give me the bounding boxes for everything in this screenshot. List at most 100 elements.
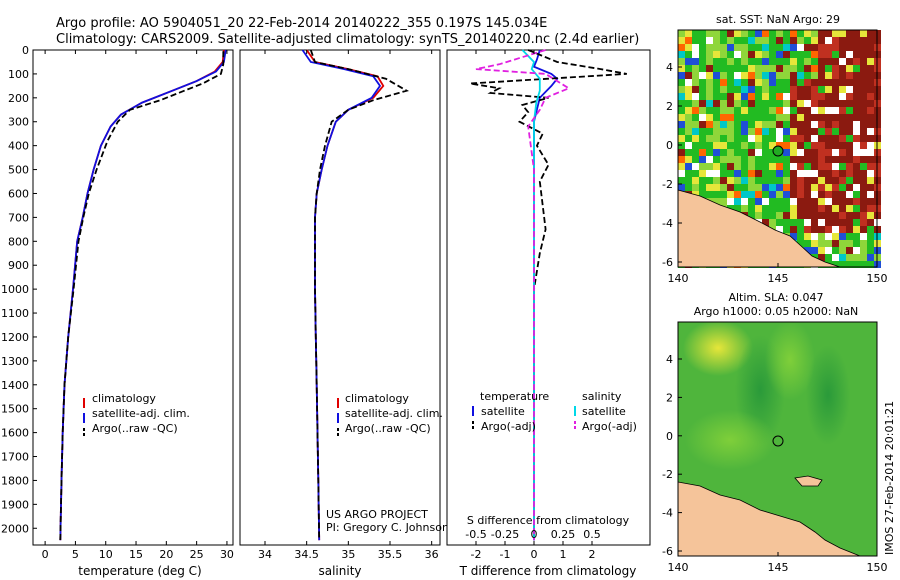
sst-cell [846,254,853,261]
sst-cell [699,79,706,86]
sst-cell [741,114,748,121]
salinity-series-argo-raw-qc- [309,49,409,541]
sst-cell [685,37,692,44]
sst-cell [685,107,692,114]
sst-cell [748,58,755,65]
sst-cell [804,149,811,156]
imos-timestamp: IMOS 27-Feb-2014 20:01:21 [883,401,896,555]
sst-cell [839,149,846,156]
sst-cell [797,114,804,121]
diff-series-t-argo [470,49,627,541]
depth-tick-label: 1400 [1,379,29,392]
sst-cell [692,163,699,170]
sst-cell [839,135,846,142]
sst-cell [832,121,839,128]
sst-cell [741,149,748,156]
sst-cell [741,198,748,205]
sst-cell [692,51,699,58]
sst-cell [825,247,832,254]
sst-cell [832,212,839,219]
sst-cell [769,149,776,156]
sst-cell [755,177,762,184]
sla-map-high-anomaly [683,320,753,376]
sst-cell [699,114,706,121]
sst-cell [832,240,839,247]
sst-cell [776,30,783,37]
temperature-panel: 0100200300400500600700800900100011001200… [1,44,234,578]
sst-cell [748,135,755,142]
sst-cell [839,184,846,191]
sst-cell [832,142,839,149]
sst-cell [825,44,832,51]
sst-cell [734,128,741,135]
sst-cell [685,170,692,177]
sst-cell [762,170,769,177]
sst-cell [804,58,811,65]
sst-cell [734,100,741,107]
sst-cell [706,121,713,128]
sst-cell [720,121,727,128]
sst-cell [846,184,853,191]
sst-cell [804,247,811,254]
sst-cell [741,163,748,170]
sst-cell [755,93,762,100]
sst-cell [776,163,783,170]
sst-cell [790,233,797,240]
sla-map-low-anomaly-2 [806,345,850,445]
sst-cell [699,142,706,149]
sst-cell [755,156,762,163]
depth-tick-label: 1900 [1,498,29,511]
sst-cell [685,163,692,170]
sst-cell [720,107,727,114]
sst-cell [706,51,713,58]
sst-cell [720,163,727,170]
sst-cell [804,198,811,205]
sst-cell [755,163,762,170]
t-difference-x-tick-label: -1 [500,548,511,561]
sst-cell [713,93,720,100]
sst-cell [727,149,734,156]
sst-cell [776,198,783,205]
sst-cell [860,233,867,240]
sst-cell [720,184,727,191]
sst-cell [790,44,797,51]
sst-cell [839,107,846,114]
sst-cell [727,114,734,121]
sst-cell [734,30,741,37]
sst-cell [762,30,769,37]
depth-tick-label: 600 [8,187,29,200]
sst-cell [811,79,818,86]
sst-cell [783,30,790,37]
sst-cell [797,79,804,86]
sst-cell [741,121,748,128]
sst-cell [797,121,804,128]
sst-cell [811,58,818,65]
sst-cell [706,128,713,135]
temperature-x-tick-label: 30 [220,548,234,561]
sst-cell [811,219,818,226]
temperature-x-tick-label: 20 [159,548,173,561]
sst-cell [825,107,832,114]
sst-cell [846,37,853,44]
sst-cell [846,247,853,254]
sst-cell [790,205,797,212]
sst-cell [804,226,811,233]
depth-tick-label: 100 [8,68,29,81]
sst-cell [783,191,790,198]
sst-cell [713,121,720,128]
sst-cell [867,79,874,86]
sst-cell [692,65,699,72]
project-label: US ARGO PROJECT [326,508,428,521]
sst-map: sat. SST: NaN Argo: 29 140 145 150 4 2 0 -2 -4 -… [662,13,887,285]
sst-cell [818,191,825,198]
sst-cell [783,184,790,191]
sst-cell [825,93,832,100]
sst-cell [825,226,832,233]
sst-cell [818,233,825,240]
sst-cell [762,205,769,212]
sst-cell [762,37,769,44]
sst-cell [797,156,804,163]
sst-cell [818,121,825,128]
sst-cell [853,177,860,184]
